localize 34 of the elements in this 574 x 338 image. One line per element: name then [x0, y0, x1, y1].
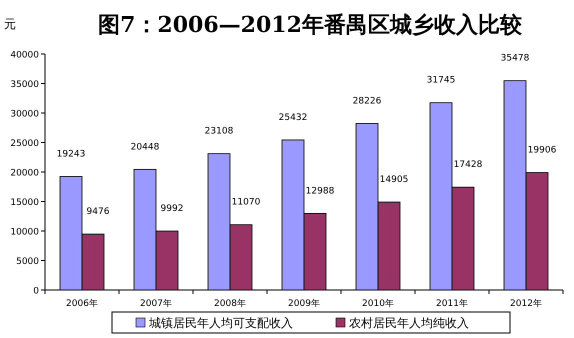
y-tick-label: 10000 — [10, 228, 40, 238]
x-tick-label: 2011年 — [436, 298, 468, 309]
data-label: 35478 — [500, 54, 530, 64]
y-axis-title: 元 — [4, 17, 16, 31]
data-label: 20448 — [130, 142, 160, 152]
data-label: 9992 — [160, 204, 184, 214]
legend-label: 农村居民年人均纯收入 — [349, 316, 469, 330]
y-tick-label: 0 — [33, 286, 40, 296]
data-label: 28226 — [352, 96, 382, 106]
data-label: 17428 — [454, 160, 483, 170]
x-tick-label: 2009年 — [288, 298, 320, 309]
y-tick-label: 35000 — [10, 80, 40, 90]
data-label: 14905 — [380, 175, 408, 186]
y-tick-label: 40000 — [10, 50, 40, 60]
y-tick-label: 30000 — [10, 110, 40, 120]
x-tick-label: 2010年 — [362, 298, 394, 309]
chart-title: 图7：2006—2012年番禺区城乡收入比较 — [98, 12, 523, 38]
legend-label: 城镇居民年人均可支配收入 — [148, 316, 293, 330]
data-label: 25432 — [278, 112, 308, 123]
data-label: 9476 — [86, 207, 110, 218]
y-tick-label: 5000 — [16, 257, 40, 267]
data-label: 12988 — [306, 186, 335, 196]
x-tick-label: 2012年 — [510, 298, 542, 309]
data-label: 31745 — [426, 76, 456, 86]
x-tick-label: 2007年 — [140, 298, 172, 309]
data-label: 19243 — [56, 149, 86, 160]
data-label: 19906 — [528, 146, 557, 156]
y-tick-label: 15000 — [10, 198, 40, 208]
y-tick-label: 25000 — [10, 139, 40, 149]
data-label: 11070 — [232, 198, 261, 208]
x-tick-label: 2006年 — [66, 298, 98, 309]
data-label: 23108 — [204, 126, 234, 137]
y-tick-label: 20000 — [10, 168, 40, 178]
x-tick-label: 2008年 — [214, 298, 246, 309]
